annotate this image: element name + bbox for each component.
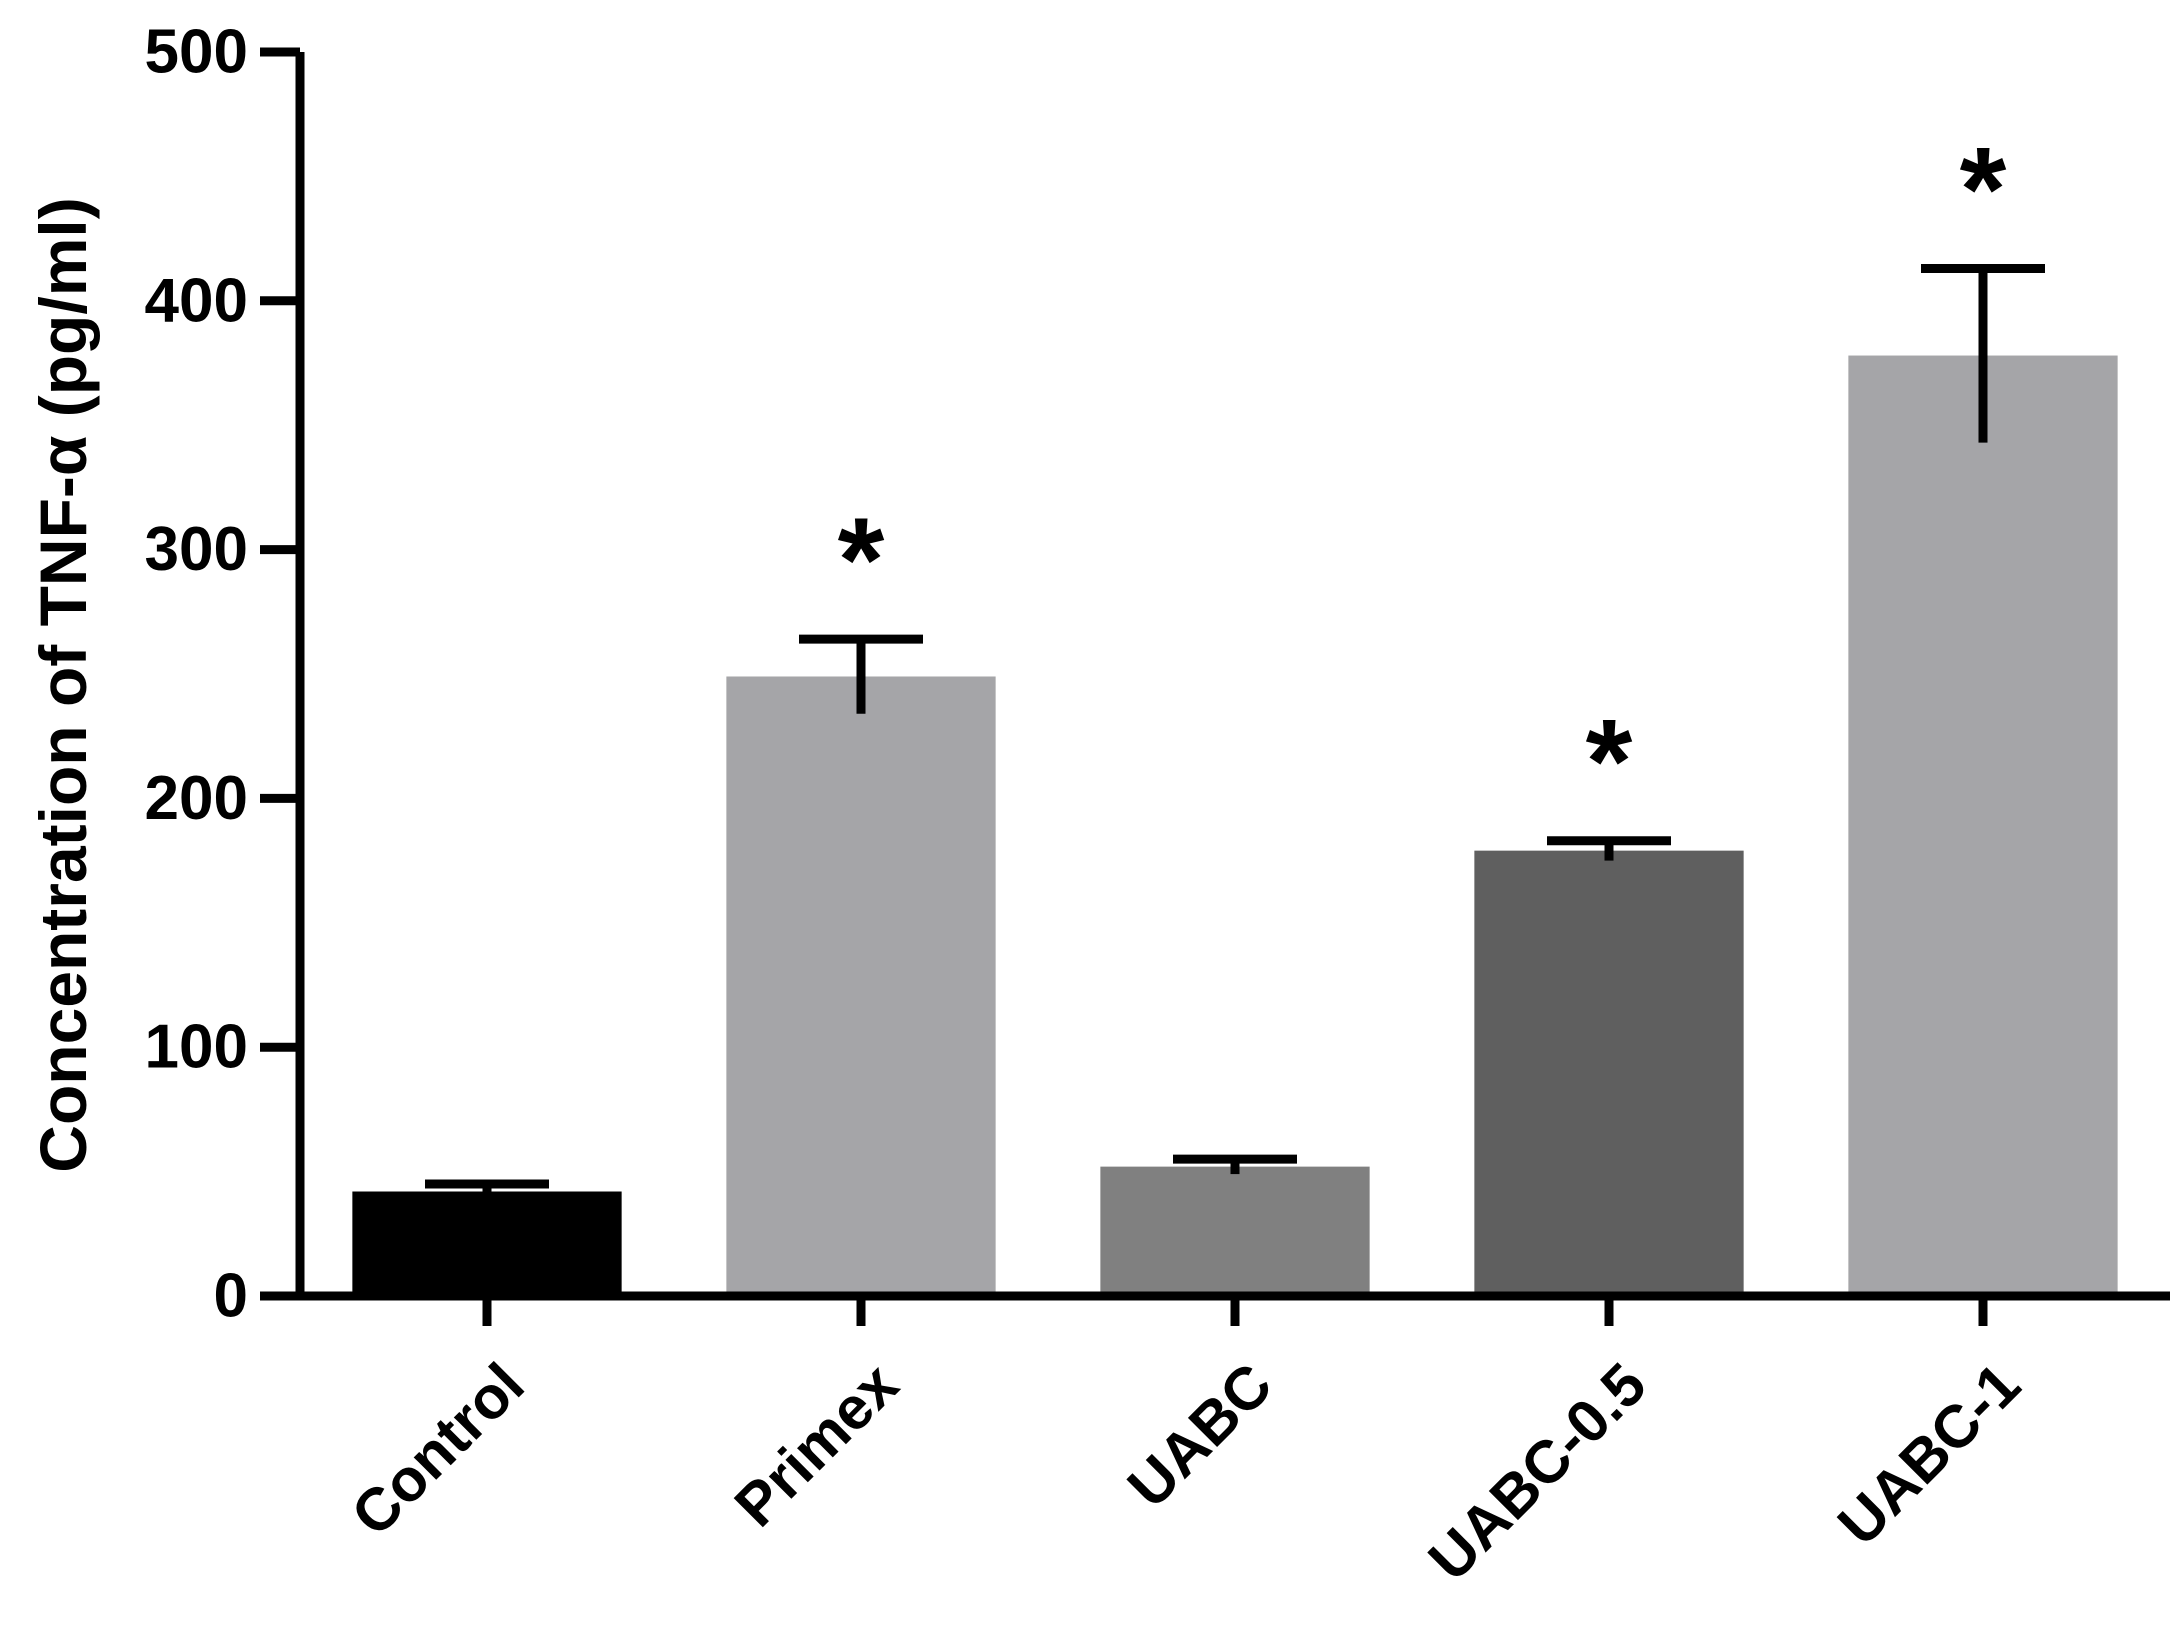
error-bars-layer [425,263,2045,1199]
y-tick-label: 500 [145,18,248,87]
bar-uabc [1100,1166,1370,1296]
x-tick-label: Primex [722,1350,911,1539]
bar-primex [726,676,996,1296]
bar-control [352,1191,622,1296]
y-tick-label: 100 [145,1013,248,1082]
bar-uabc-0-5 [1474,850,1744,1296]
error-bar [425,1179,549,1199]
error-bar [1547,836,1671,861]
y-axis-title: Concentration of TNF-α (pg/ml) [26,197,100,1172]
error-bar [799,634,923,714]
significance-marker: * [838,493,885,627]
significance-marker: * [1960,122,2007,256]
x-tick-label: UABC [1115,1350,1285,1520]
x-tick-label: UABC-1 [1825,1350,2033,1558]
x-tick-label: UABC-0.5 [1416,1350,1659,1593]
axes-layer [260,47,2170,1326]
y-tick-label: 0 [214,1262,248,1331]
y-tick-label: 400 [145,266,248,335]
error-bar [1173,1154,1297,1175]
y-tick-label: 200 [145,764,248,833]
significance-marker: * [1586,695,1633,829]
x-tick-label: Control [339,1350,537,1548]
bars-layer [352,355,2118,1296]
error-bar [1921,263,2045,443]
significance-layer: * * * [838,122,2007,828]
y-tick-label: 300 [145,515,248,584]
bar-uabc-1 [1848,355,2118,1296]
labels-layer: Control Primex UABC UABC-0.5 UABC-1 0 100 200 30… [145,18,2033,1594]
